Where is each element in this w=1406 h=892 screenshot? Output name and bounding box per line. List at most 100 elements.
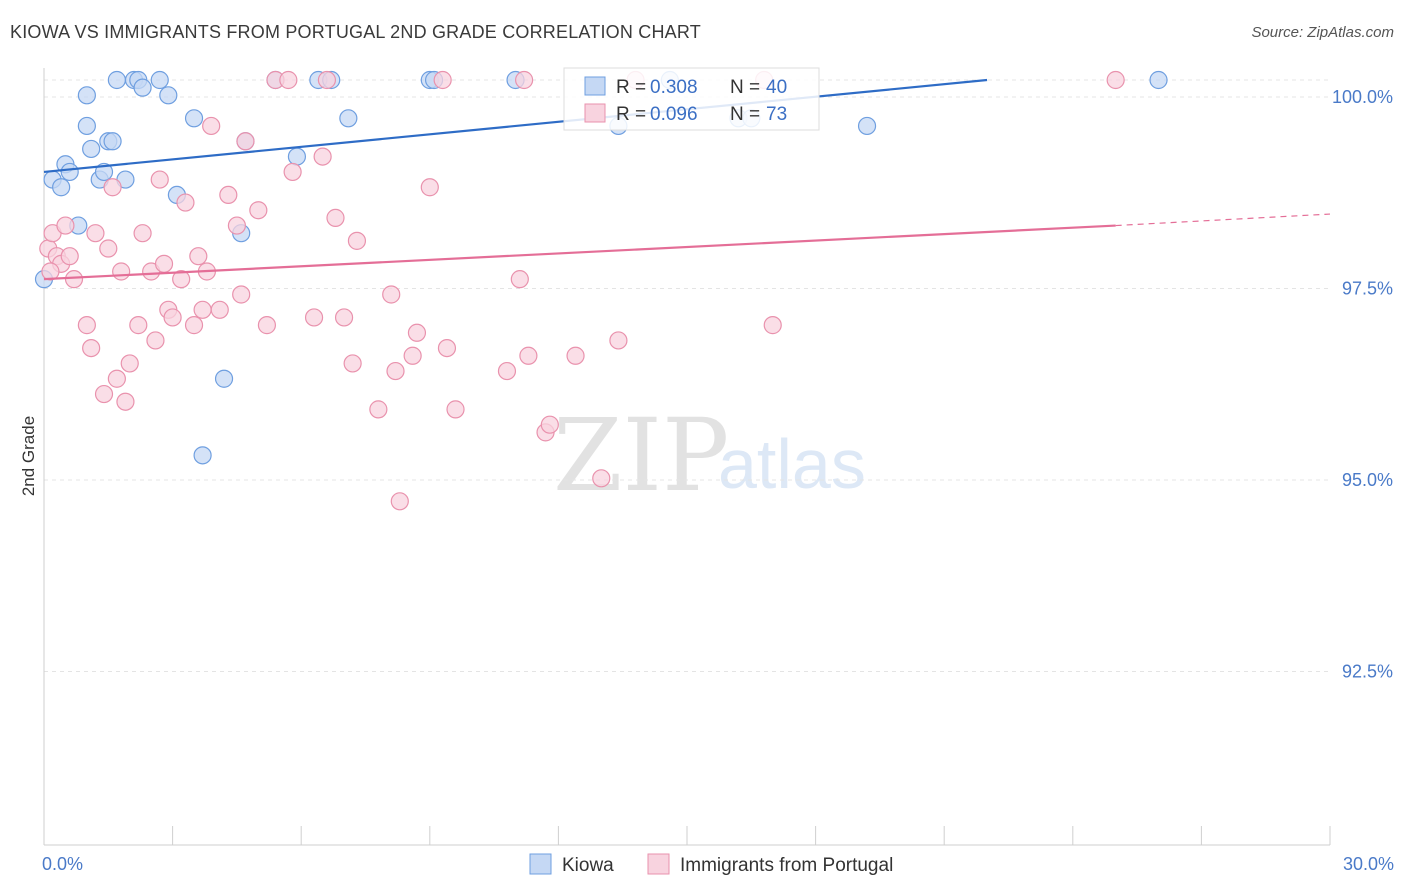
portugal-point	[163, 308, 182, 327]
stats-n-label-portugal: N =	[730, 104, 760, 125]
portugal-point	[763, 316, 782, 335]
kiowa-point	[133, 78, 152, 97]
kiowa-point	[1149, 70, 1168, 90]
portugal-point	[279, 70, 298, 90]
stats-n-label-kiowa: N =	[730, 77, 760, 98]
legend-swatch-kiowa	[529, 853, 552, 875]
portugal-point	[41, 262, 60, 281]
stats-box-frame	[563, 67, 820, 131]
source-label: Source: ZipAtlas.com	[1251, 24, 1394, 41]
portugal-point	[120, 354, 139, 373]
legend: Kiowa Immigrants from Portugal	[529, 853, 893, 876]
y-axis-label: 2nd Grade	[19, 416, 38, 496]
x-ticks	[172, 826, 1331, 845]
portugal-point	[1106, 70, 1125, 90]
gridlines	[44, 79, 1330, 672]
portugal-point	[519, 346, 538, 365]
stats-n-value-kiowa: 40	[766, 77, 787, 98]
y-tick-label-0: 100.0%	[1332, 87, 1393, 107]
portugal-trend-line	[43, 224, 1116, 281]
portugal-point	[566, 346, 585, 365]
portugal-point	[326, 208, 345, 227]
stats-n-value-portugal: 73	[766, 104, 787, 125]
portugal-point	[437, 339, 457, 358]
portugal-point	[317, 70, 337, 90]
kiowa-point	[107, 70, 126, 90]
portugal-point	[154, 254, 174, 273]
x-tick-label-0: 0.0%	[42, 854, 83, 874]
portugal-point	[592, 469, 611, 488]
kiowa-point	[339, 109, 358, 128]
portugal-point	[540, 415, 559, 434]
portugal-point	[219, 185, 238, 204]
portugal-point	[150, 170, 169, 189]
portugal-point	[146, 331, 165, 350]
kiowa-point	[150, 70, 169, 90]
portugal-point	[129, 316, 148, 335]
x-tick-labels: 0.0% 30.0%	[42, 854, 1394, 874]
watermark-atlas: atlas	[718, 425, 866, 503]
kiowa-point	[184, 109, 204, 128]
portugal-point	[94, 384, 114, 404]
portugal-point	[112, 262, 131, 281]
kiowa-point	[103, 132, 122, 151]
portugal-point	[609, 331, 628, 350]
portugal-point	[510, 270, 529, 289]
portugal-point	[103, 178, 122, 197]
portugal-point	[283, 162, 302, 182]
legend-label-portugal: Immigrants from Portugal	[680, 855, 893, 876]
kiowa-point	[287, 147, 307, 166]
kiowa-point	[77, 86, 96, 105]
portugal-point	[82, 339, 101, 358]
stats-r-value-kiowa: 0.308	[650, 77, 698, 98]
kiowa-point	[60, 162, 79, 182]
trend-lines	[43, 78, 1331, 281]
portugal-point	[172, 270, 191, 289]
portugal-point	[210, 300, 229, 319]
y-tick-labels: 100.0% 97.5% 95.0% 92.5%	[1332, 87, 1393, 682]
portugal-point	[133, 224, 152, 243]
y-tick-label-3: 92.5%	[1342, 662, 1393, 682]
portugal-point	[189, 247, 208, 266]
x-tick-label-1: 30.0%	[1343, 854, 1394, 874]
portugal-point	[369, 400, 388, 419]
portugal-point	[56, 216, 75, 235]
legend-swatch-portugal	[647, 853, 670, 875]
portugal-point	[343, 354, 362, 373]
portugal-point	[433, 70, 452, 90]
portugal-point	[77, 316, 96, 335]
portugal-point	[347, 231, 367, 250]
portugal-point	[515, 70, 534, 90]
portugal-point	[446, 400, 465, 419]
y-tick-label-2: 95.0%	[1342, 470, 1393, 490]
portugal-point	[304, 308, 324, 327]
legend-label-kiowa: Kiowa	[562, 855, 614, 876]
kiowa-point	[52, 178, 71, 197]
kiowa-point	[77, 116, 96, 136]
stats-box: R = 0.308 N = 40 R = 0.096 N = 73	[563, 67, 820, 131]
stats-r-value-portugal: 0.096	[650, 104, 698, 125]
chart-title: KIOWA VS IMMIGRANTS FROM PORTUGAL 2ND GR…	[10, 22, 701, 42]
portugal-point	[403, 346, 422, 365]
stats-r-label-portugal: R =	[616, 104, 646, 125]
portugal-point	[116, 392, 135, 411]
portugal-point	[60, 247, 79, 266]
kiowa-point	[82, 139, 101, 159]
portugal-point	[249, 201, 268, 220]
portugal-point	[193, 300, 212, 319]
kiowa-point	[94, 162, 114, 182]
stats-swatch-portugal	[584, 103, 606, 123]
portugal-point	[407, 323, 427, 342]
stats-r-label-kiowa: R =	[616, 77, 646, 98]
kiowa-point	[193, 446, 212, 465]
portugal-point	[313, 147, 332, 166]
kiowa-trend-line	[43, 78, 988, 174]
portugal-point	[107, 369, 126, 388]
kiowa-point	[214, 369, 234, 388]
kiowa-point	[159, 86, 178, 105]
portugal-point	[390, 492, 409, 511]
portugal-point	[497, 361, 517, 381]
portugal-point	[334, 308, 354, 327]
stats-swatch-kiowa	[584, 76, 606, 96]
